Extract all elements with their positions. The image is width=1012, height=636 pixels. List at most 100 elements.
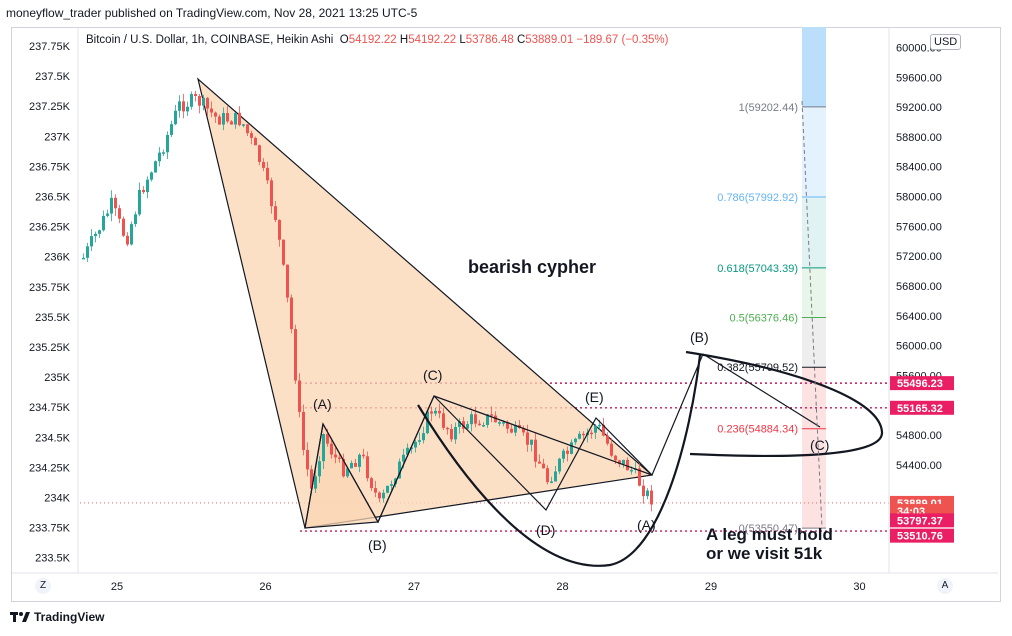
- candle-body: [486, 414, 489, 426]
- right-axis-tick: 59600.00: [896, 72, 942, 84]
- cypher-pattern[interactable]: [196, 77, 654, 529]
- candle-body: [358, 454, 361, 467]
- time-axis-tick: 29: [705, 581, 717, 593]
- candle-body: [582, 433, 585, 436]
- candle-body: [530, 439, 533, 445]
- candle-body: [226, 113, 229, 122]
- candle-body: [166, 134, 169, 153]
- left-axis-tick: 236.75K: [29, 161, 71, 173]
- candle-body: [498, 422, 501, 424]
- right-axis-tick: 54400.00: [896, 460, 942, 472]
- zoom-button[interactable]: Z: [35, 578, 51, 594]
- fib-trend-line: [801, 100, 823, 529]
- candle-body: [322, 434, 325, 462]
- candle-body: [626, 459, 629, 471]
- time-axis-tick: 25: [111, 581, 123, 593]
- candle-body: [154, 161, 157, 173]
- candle-body: [238, 112, 241, 126]
- candle-body: [510, 428, 513, 433]
- candle-body: [482, 425, 485, 427]
- candle-body: [170, 124, 173, 135]
- right-axis-tick: 57200.00: [896, 251, 942, 263]
- candle-body: [366, 456, 369, 479]
- label-a1: (A): [313, 396, 332, 412]
- fib-zone: [802, 106, 826, 198]
- candle-body: [538, 461, 541, 464]
- right-axis-tick: 58000.00: [896, 192, 942, 204]
- chart-frame: [11, 27, 1001, 602]
- candle-body: [526, 432, 529, 445]
- candle-body: [194, 94, 197, 96]
- candle-body: [570, 442, 573, 454]
- note-line-2: or we visit 51k: [706, 544, 823, 563]
- candle-body: [286, 264, 289, 298]
- candle-body: [622, 459, 625, 465]
- candle-body: [314, 476, 317, 489]
- left-axis-tick: 236.25K: [29, 222, 71, 234]
- high-label: H: [399, 34, 409, 46]
- auto-scale-button[interactable]: A: [937, 578, 953, 594]
- pattern-point-labels: (A) (B) (C) (D) (E) (A) (B) (C): [313, 329, 829, 553]
- candle-body: [130, 224, 133, 245]
- candle-body: [338, 457, 341, 459]
- candle-body: [122, 218, 125, 236]
- fib-level-label: 0.382(55709.52): [717, 362, 798, 374]
- candle-body: [594, 426, 597, 433]
- candle-body: [118, 208, 121, 219]
- right-axis-tick: 56000.00: [896, 341, 942, 353]
- candle-body: [490, 414, 493, 416]
- fibonacci-background: [802, 27, 826, 529]
- fib-zone: [802, 367, 826, 429]
- candle-body: [290, 297, 293, 330]
- right-axis-tick: 58800.00: [896, 132, 942, 144]
- candle-body: [618, 460, 621, 465]
- candle-body: [546, 468, 549, 483]
- candle-body: [414, 441, 417, 448]
- left-axis-tick: 237.75K: [29, 41, 71, 53]
- candle-body: [434, 410, 437, 414]
- candle-body: [186, 106, 189, 112]
- candle-body: [306, 449, 309, 470]
- left-axis-tick: 237.25K: [29, 101, 71, 113]
- left-axis-tick: 235.5K: [35, 312, 71, 324]
- note-line-1: A leg must hold: [706, 525, 833, 544]
- label-b1: (B): [368, 537, 387, 553]
- candle-body: [566, 450, 569, 454]
- candle-body: [110, 197, 113, 214]
- fib-zone: [802, 428, 826, 529]
- time-axis[interactable]: 25 26 27 28 29 30: [111, 581, 866, 593]
- right-axis-tick: 56400.00: [896, 311, 942, 323]
- fib-zone: [802, 27, 826, 107]
- candle-body: [254, 137, 257, 146]
- fib-zone: [802, 267, 826, 318]
- currency-button[interactable]: USD: [930, 34, 962, 50]
- fibonacci-labels: 1(59202.44) 0.786(57992.92) 0.618(57043.39…: [717, 102, 826, 535]
- candle-body: [98, 230, 101, 234]
- candle-body: [406, 447, 409, 455]
- candle-body: [258, 145, 261, 162]
- candle-body: [206, 97, 209, 109]
- price-badge: [890, 400, 954, 415]
- candle-body: [294, 329, 297, 381]
- price-badge-text: 55165.32: [897, 403, 943, 415]
- tradingview-logo-icon: [10, 612, 30, 622]
- candle-body: [354, 462, 357, 467]
- left-axis-tick: 234.5K: [35, 432, 71, 444]
- candle-body: [426, 411, 429, 434]
- candle-body: [378, 492, 381, 499]
- candle-body: [418, 440, 421, 442]
- candle-body: [282, 239, 285, 265]
- left-axis-tick: 235.25K: [29, 342, 71, 354]
- candle-body: [326, 434, 329, 444]
- candle-body: [398, 461, 401, 479]
- candle-body: [114, 197, 117, 209]
- candle-body: [342, 458, 345, 477]
- right-axis-tick: 57600.00: [896, 221, 942, 233]
- fib-level-label: 0.236(54884.34): [717, 424, 798, 436]
- fib-zone: [802, 317, 826, 368]
- candle-body: [502, 422, 505, 424]
- footer-brand: TradingView: [34, 610, 105, 624]
- left-price-axis[interactable]: 237.75K 237.5K 237.25K 237K 236.75K 236.5K 236…: [29, 41, 71, 565]
- candle-body: [150, 172, 153, 180]
